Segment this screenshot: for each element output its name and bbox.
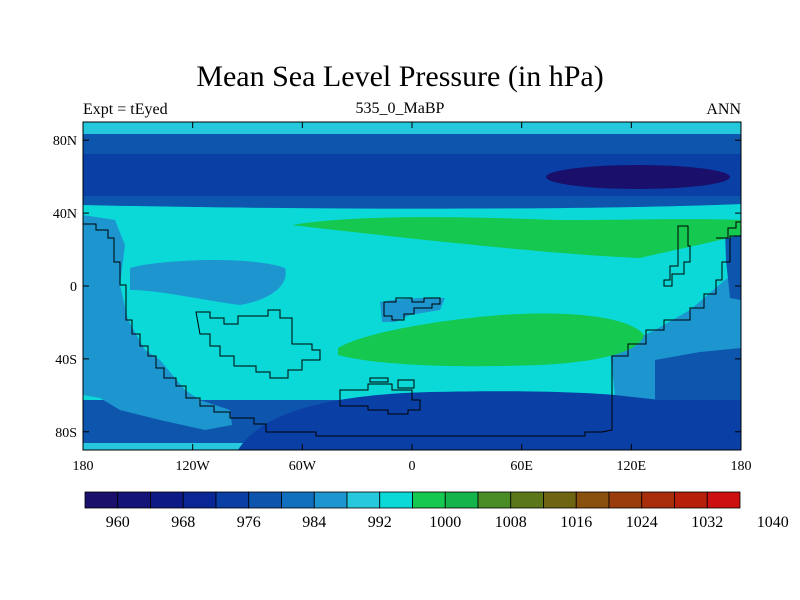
colorbar-swatch (510, 491, 544, 509)
y-tick-label: 40N (53, 207, 77, 222)
colorbar-label: 1032 (691, 514, 723, 531)
colorbar-swatch (477, 491, 512, 509)
y-tick-label: 0 (70, 280, 77, 295)
colorbar-swatch (182, 491, 217, 509)
x-tick-label: 120E (617, 459, 647, 474)
y-tick-label: 80N (53, 134, 77, 149)
continent-interior-low (130, 260, 286, 305)
colorbar-swatch (674, 491, 708, 509)
season-label: ANN (706, 101, 741, 118)
east-south-low (655, 348, 741, 400)
colorbar-label: 1008 (495, 514, 527, 531)
colorbar-swatch (543, 491, 577, 509)
colorbar-swatch (215, 491, 250, 509)
colorbar-swatch (444, 491, 479, 509)
coastline-south-continent (195, 309, 321, 379)
colorbar-label: 984 (302, 514, 326, 531)
y-tick-label: 80S (55, 426, 77, 441)
colorbar-label: 1040 (757, 514, 789, 531)
x-tick-label: 180 (73, 459, 94, 474)
coastline-island (383, 297, 441, 321)
colorbar-swatch (379, 491, 413, 509)
x-tick-label: 60E (510, 459, 533, 474)
colorbar-swatch (84, 491, 119, 509)
colorbar-swatch (575, 491, 610, 509)
y-tick-labels: 80N 40N 0 40S 80S (53, 134, 77, 441)
colorbar-label: 976 (237, 514, 261, 531)
colorbar-swatch (281, 491, 315, 509)
coastline-southern-islands (339, 377, 421, 415)
colorbar (84, 491, 741, 509)
pressure-field (83, 122, 741, 450)
x-tick-labels: 180 120W 60W 0 60E 120E 180 (73, 459, 752, 474)
coastlines (83, 221, 741, 437)
plot-title: Mean Sea Level Pressure (in hPa) (196, 60, 604, 93)
equatorial-island-low (380, 298, 445, 322)
colorbar-swatch (248, 491, 282, 509)
colorbar-label: 968 (171, 514, 195, 531)
colorbar-swatch (608, 491, 643, 509)
colorbar-labels: 960 968 976 984 992 1000 1008 1016 1024 1032 1040 (106, 514, 789, 531)
colorbar-label: 960 (106, 514, 130, 531)
colorbar-label: 1000 (429, 514, 461, 531)
north-pacific-low (546, 165, 730, 189)
x-tick-label: 120W (176, 459, 211, 474)
colorbar-label: 1016 (560, 514, 592, 531)
southern-continent-high (195, 310, 320, 378)
colorbar-label: 992 (368, 514, 392, 531)
y-tick-marks (83, 139, 741, 433)
x-tick-marks (82, 122, 742, 450)
experiment-label: Expt = tEyed (83, 101, 168, 118)
colorbar-swatch (641, 491, 675, 509)
colorbar-swatch (412, 491, 446, 509)
band-north-transition (83, 196, 741, 209)
plot-subtitle: 535_0_MaBP (355, 100, 445, 117)
colorbar-swatch (313, 491, 348, 509)
coastline-east-edge (716, 221, 741, 239)
east-edge-low (725, 225, 741, 300)
colorbar-swatch (346, 491, 381, 509)
colorbar-swatch (706, 491, 741, 509)
coastline-east-peninsula (663, 225, 691, 287)
colorbar-swatch (117, 491, 151, 509)
x-tick-label: 60W (289, 459, 317, 474)
coastline-main (83, 223, 741, 437)
south-subtropical-high (338, 313, 644, 367)
x-tick-label: 0 (409, 459, 416, 474)
north-subtropical-high (292, 217, 741, 258)
x-tick-label: 180 (731, 459, 752, 474)
band-high-lat-north (83, 134, 741, 154)
colorbar-label: 1024 (626, 514, 658, 531)
y-tick-label: 40S (55, 353, 77, 368)
colorbar-swatch (150, 491, 184, 509)
